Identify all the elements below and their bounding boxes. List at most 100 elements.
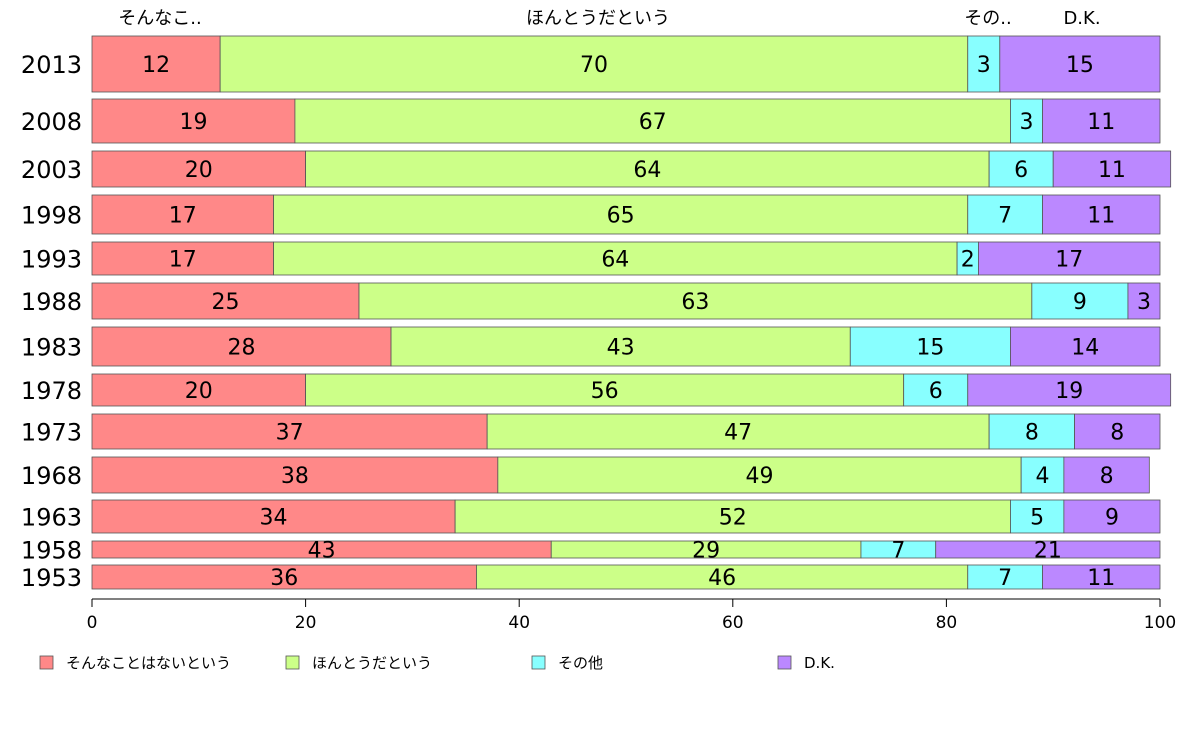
data-label-1968-1: 49 bbox=[746, 464, 774, 489]
data-label-1998-0: 17 bbox=[169, 204, 197, 229]
bar-segment-1988-3 bbox=[1127, 282, 1161, 320]
bar-segment-2013-3 bbox=[999, 35, 1161, 93]
x-tick-label-40: 40 bbox=[508, 613, 530, 633]
data-label-2003-2: 6 bbox=[1014, 158, 1028, 183]
data-label-1978-2: 6 bbox=[929, 379, 943, 404]
legend-label-0: そんなことはないという bbox=[66, 654, 231, 672]
data-label-1993-0: 17 bbox=[169, 248, 197, 273]
legend: そんなことはないという ほんとうだという その他 D.K. bbox=[39, 654, 835, 672]
top-label-0: そんなこ.. bbox=[118, 8, 201, 29]
data-label-1993-1: 64 bbox=[601, 248, 629, 273]
category-label-1973: 1973 bbox=[21, 419, 82, 447]
data-label-2008-0: 19 bbox=[179, 110, 207, 135]
data-label-1953-3: 11 bbox=[1087, 566, 1115, 591]
data-label-1963-0: 34 bbox=[260, 506, 288, 531]
data-label-1978-3: 19 bbox=[1055, 379, 1083, 404]
data-label-2008-1: 67 bbox=[639, 110, 667, 135]
bar-segment-1963-3 bbox=[1063, 499, 1161, 534]
data-label-1968-0: 38 bbox=[281, 464, 309, 489]
bar-segment-2008-1 bbox=[294, 98, 1011, 144]
bar-segment-1978-1 bbox=[305, 373, 905, 407]
legend-label-3: D.K. bbox=[804, 654, 835, 672]
category-label-2008: 2008 bbox=[21, 108, 82, 136]
data-label-1988-2: 9 bbox=[1073, 290, 1087, 315]
data-label-1978-0: 20 bbox=[185, 379, 213, 404]
category-label-1993: 1993 bbox=[21, 246, 82, 274]
top-label-1: ほんとうだという bbox=[526, 8, 670, 29]
data-label-1958-1: 29 bbox=[692, 539, 720, 564]
data-label-1953-1: 46 bbox=[708, 566, 736, 591]
data-label-1958-2: 7 bbox=[891, 539, 905, 564]
data-label-1968-3: 8 bbox=[1100, 464, 1114, 489]
bar-segment-2003-1 bbox=[305, 150, 990, 188]
bar-segment-1998-0 bbox=[91, 194, 274, 235]
data-label-1988-3: 3 bbox=[1137, 290, 1151, 315]
x-tick-label-100: 100 bbox=[1144, 613, 1176, 633]
data-label-2013-0: 12 bbox=[142, 53, 170, 78]
x-tick-label-60: 60 bbox=[722, 613, 744, 633]
bar-segment-1993-0 bbox=[91, 241, 274, 276]
bar-segment-2013-2 bbox=[967, 35, 1001, 93]
data-label-1973-2: 8 bbox=[1025, 421, 1039, 446]
x-tick-label-0: 0 bbox=[87, 613, 98, 633]
data-label-1993-3: 17 bbox=[1055, 248, 1083, 273]
bar-segment-1968-0 bbox=[91, 456, 499, 494]
bar-segment-2008-3 bbox=[1042, 98, 1161, 144]
top-label-2: その.. bbox=[964, 8, 1011, 29]
data-label-1983-0: 28 bbox=[228, 336, 256, 361]
bar-segment-1978-2 bbox=[903, 373, 969, 407]
bar-segment-1993-1 bbox=[273, 241, 958, 276]
bar-segment-1953-1 bbox=[476, 564, 969, 590]
data-label-1968-2: 4 bbox=[1036, 464, 1050, 489]
bar-segment-1998-1 bbox=[273, 194, 969, 235]
category-label-2013: 2013 bbox=[21, 51, 82, 79]
bar-segment-1963-1 bbox=[454, 499, 1011, 534]
legend-swatch-0 bbox=[39, 655, 54, 670]
bar-segment-1988-1 bbox=[358, 282, 1033, 320]
x-axis: 0 20 40 60 80 100 bbox=[87, 598, 1176, 633]
top-labels: そんなこ.. ほんとうだという その.. D.K. bbox=[118, 8, 1100, 29]
category-label-1998: 1998 bbox=[21, 202, 82, 230]
bar-segment-1953-3 bbox=[1042, 564, 1161, 590]
bar-segment-1983-0 bbox=[91, 326, 392, 367]
data-label-1988-1: 63 bbox=[681, 290, 709, 315]
data-label-1963-1: 52 bbox=[719, 506, 747, 531]
data-label-1953-0: 36 bbox=[270, 566, 298, 591]
year-labels: 2013 2008 2003 1998 1993 1988 1983 1978 1973 1968… bbox=[21, 51, 82, 592]
bar-segment-1968-3 bbox=[1063, 456, 1150, 494]
data-label-2003-0: 20 bbox=[185, 158, 213, 183]
data-label-2013-1: 70 bbox=[580, 53, 608, 78]
bar-segment-2003-0 bbox=[91, 150, 307, 188]
category-label-1988: 1988 bbox=[21, 288, 82, 316]
category-label-1968: 1968 bbox=[21, 462, 82, 490]
data-label-1963-2: 5 bbox=[1030, 506, 1044, 531]
x-tick-label-20: 20 bbox=[295, 613, 317, 633]
bar-segment-2008-0 bbox=[91, 98, 296, 144]
category-label-1983: 1983 bbox=[21, 334, 82, 362]
legend-label-1: ほんとうだという bbox=[312, 654, 432, 672]
category-label-1953: 1953 bbox=[21, 564, 82, 592]
data-label-1983-1: 43 bbox=[607, 336, 635, 361]
bar-segment-1983-1 bbox=[390, 326, 851, 367]
bar-segment-1978-3 bbox=[967, 373, 1172, 407]
data-label-1998-3: 11 bbox=[1087, 204, 1115, 229]
bar-segment-1968-2 bbox=[1020, 456, 1065, 494]
legend-swatch-2 bbox=[531, 655, 546, 670]
data-label-1983-3: 14 bbox=[1071, 336, 1099, 361]
data-label-1998-1: 65 bbox=[607, 204, 635, 229]
legend-label-2: その他 bbox=[558, 654, 603, 672]
legend-swatch-1 bbox=[285, 655, 300, 670]
bar-segment-1958-3 bbox=[935, 540, 1161, 559]
bar-segment-2013-1 bbox=[219, 35, 969, 93]
data-label-1988-0: 25 bbox=[212, 290, 240, 315]
bar-segment-1998-3 bbox=[1042, 194, 1161, 235]
bar-segment-2008-2 bbox=[1010, 98, 1043, 144]
bar-segment-1973-1 bbox=[486, 413, 990, 450]
data-label-2008-2: 3 bbox=[1020, 110, 1034, 135]
bar-segment-1988-0 bbox=[91, 282, 360, 320]
category-label-1963: 1963 bbox=[21, 504, 82, 532]
data-label-2008-3: 11 bbox=[1087, 110, 1115, 135]
data-label-1983-2: 15 bbox=[916, 336, 944, 361]
bar-segment-1993-3 bbox=[978, 241, 1161, 276]
